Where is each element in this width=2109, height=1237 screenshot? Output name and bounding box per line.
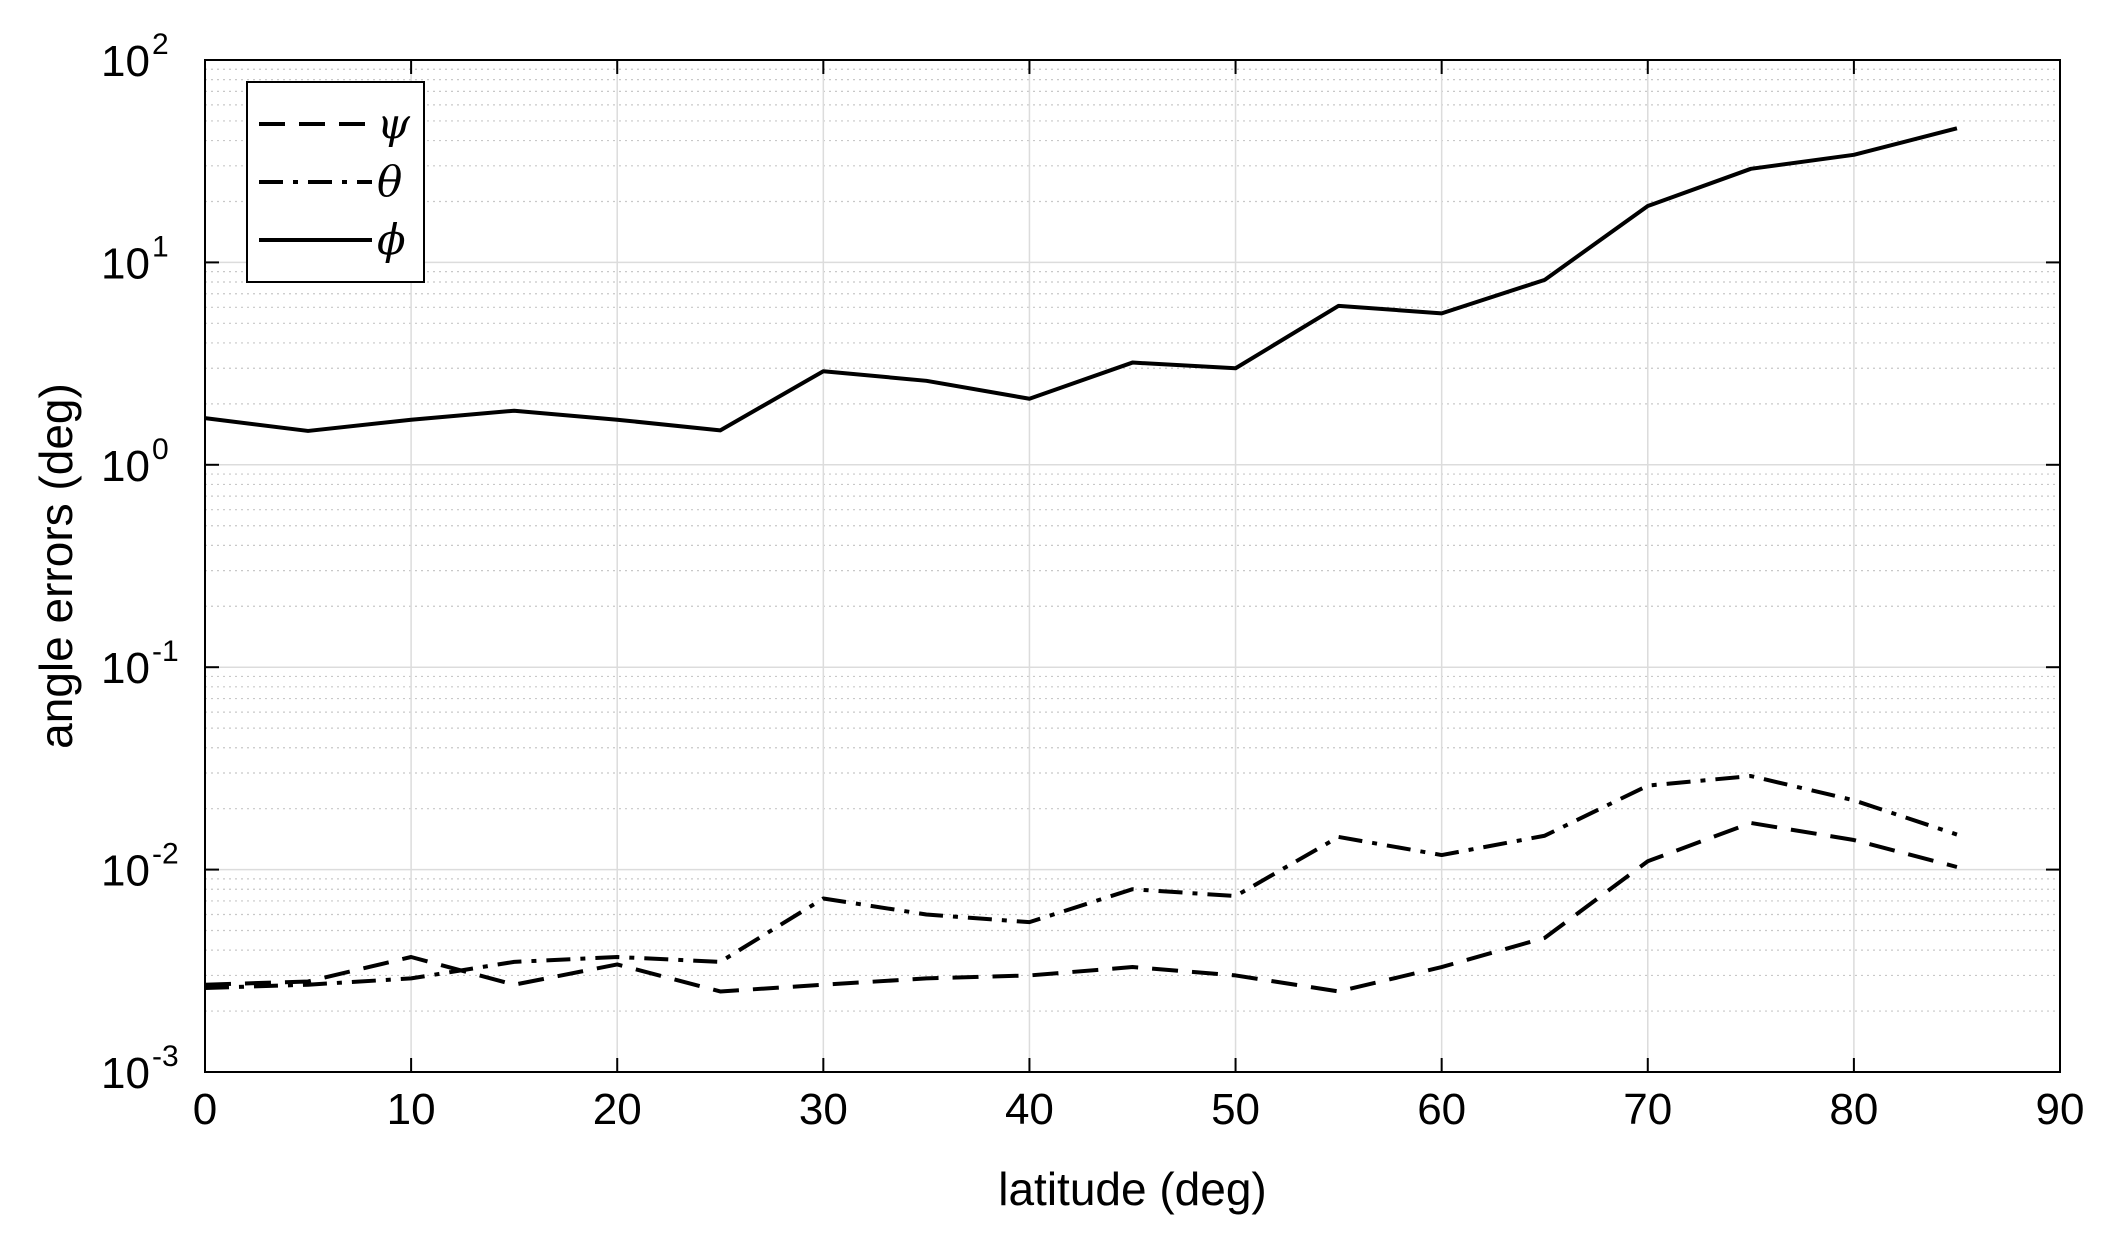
y-axis-label: angle errors (deg) (30, 383, 82, 749)
x-axis-label: latitude (deg) (998, 1163, 1267, 1215)
axis-ticks (204, 59, 2061, 1073)
y-tick-label: 10 1 (101, 230, 169, 288)
y-tick-label-exponent: 0 (152, 433, 169, 466)
y-tick-label: 10 2 (101, 28, 169, 86)
x-tick-label: 90 (2036, 1085, 2085, 1134)
series-line-0 (204, 820, 1958, 994)
y-tick-label-exponent: 2 (152, 28, 169, 61)
x-tick-labels: 0 10 20 30 40 50 60 70 80 90 (193, 1085, 2085, 1134)
x-tick-label: 50 (1211, 1085, 1260, 1134)
y-tick-label-base: 10 (101, 239, 150, 288)
y-tick-label-base: 10 (101, 1049, 150, 1098)
y-tick-label-exponent: -2 (152, 838, 179, 871)
x-tick-label: 0 (193, 1085, 217, 1134)
x-tick-label: 10 (387, 1085, 436, 1134)
y-tick-label-base: 10 (101, 37, 150, 86)
y-tick-label-base: 10 (101, 442, 150, 491)
y-tick-label: 10 0 (101, 433, 169, 491)
series-line-2 (204, 126, 1958, 433)
x-tick-label: 80 (1829, 1085, 1878, 1134)
y-tick-label: 10 -3 (101, 1040, 179, 1098)
legend-label-2: ϕ (377, 215, 406, 264)
x-tick-label: 70 (1623, 1085, 1672, 1134)
y-tick-label-base: 10 (101, 847, 150, 896)
y-tick-label-base: 10 (101, 644, 150, 693)
y-tick-label: 10 -1 (101, 635, 179, 693)
legend-label-1: θ (377, 157, 402, 206)
y-tick-label-exponent: -3 (152, 1040, 179, 1073)
legend: ψθϕ (246, 81, 425, 283)
x-tick-label: 20 (593, 1085, 642, 1134)
x-tick-label: 60 (1417, 1085, 1466, 1134)
x-tick-label: 40 (1005, 1085, 1054, 1134)
series-line-1 (204, 774, 1958, 991)
x-tick-label: 30 (799, 1085, 848, 1134)
y-tick-label-exponent: 1 (152, 230, 169, 263)
y-tick-label: 10 -2 (101, 838, 179, 896)
y-tick-label-exponent: -1 (152, 635, 179, 668)
axes-box (204, 59, 2061, 1073)
legend-label-0: ψ (377, 99, 411, 148)
series-layer (204, 126, 1958, 994)
